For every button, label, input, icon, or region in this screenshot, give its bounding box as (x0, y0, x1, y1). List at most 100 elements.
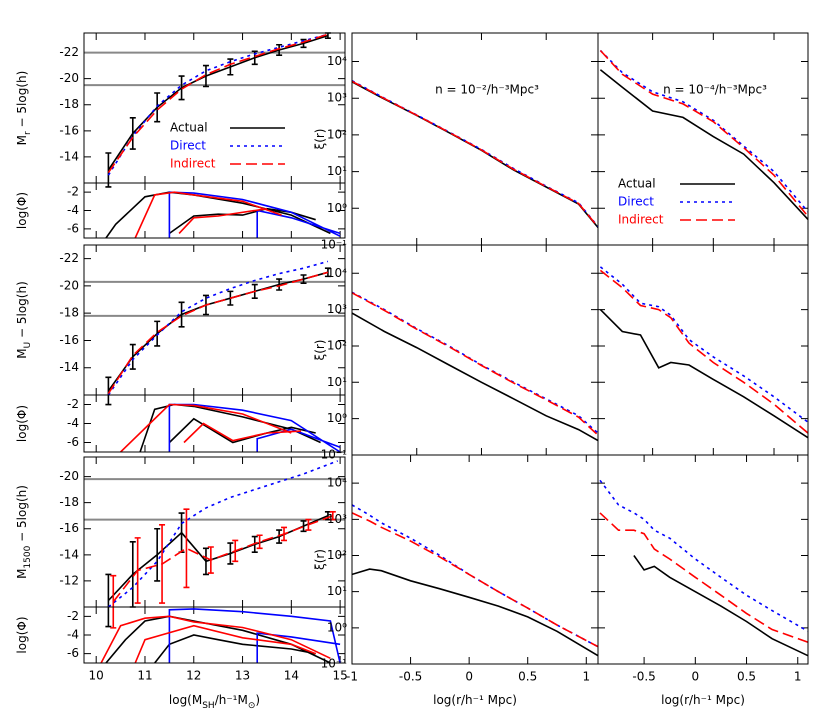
series-line (352, 512, 598, 648)
y-axis-label-part: − 5log(h) (15, 281, 29, 342)
error-bar (202, 64, 209, 88)
error-bar (300, 520, 307, 533)
y-tick-label: -20 (59, 469, 79, 483)
x-axis-label-part: log(r/h⁻¹ Mpc) (661, 693, 745, 707)
x-tick-label: 0.5 (737, 670, 756, 684)
series-line (352, 292, 598, 436)
y-axis-label-part: M (15, 569, 29, 579)
error-bar (300, 274, 307, 284)
y-axis-label: log(Φ) (15, 192, 29, 229)
y-axis-label-part: log(Φ) (15, 616, 29, 653)
y-axis-label: log(Φ) (15, 616, 29, 653)
panel: -22 -20 -18 -16 -14 Actual Direct Indirect (59, 32, 346, 188)
series-line (599, 69, 808, 220)
y-axis-label-part: 1500 (23, 545, 33, 568)
error-bar (105, 573, 112, 628)
y-tick-label: 10³ (327, 91, 347, 105)
y-tick-label: 10⁻¹ (321, 657, 348, 671)
x-axis-label: log(MSH/h⁻¹M⊙) (169, 693, 260, 711)
y-tick-label: 10⁰ (327, 411, 347, 425)
y-axis-label: log(Φ) (15, 405, 29, 442)
error-bar (324, 267, 331, 278)
x-axis-label-part: log(M (169, 693, 202, 707)
panel: -6 -4 -2 (67, 394, 346, 453)
x-axis-label-part: SH (202, 701, 214, 711)
error-bar (178, 75, 185, 101)
error-bar (154, 320, 161, 347)
y-axis-label-part: ξ(r) (313, 549, 327, 570)
series-line (107, 34, 329, 171)
y-tick-label: 10¹ (327, 375, 347, 389)
y-axis-label-part: − 5log(h) (15, 71, 29, 132)
y-tick-label: -18 (59, 306, 79, 320)
x-axis-label-part: ⊙ (248, 701, 256, 711)
y-axis-label-part: M (15, 348, 29, 358)
x-tick-label: -1 (346, 670, 358, 684)
y-axis-label-part: ξ(r) (313, 129, 327, 150)
y-tick-label: 10⁴ (327, 476, 347, 490)
error-bar (178, 301, 185, 328)
series-line (352, 312, 598, 442)
y-tick-label: -18 (59, 97, 79, 111)
y-tick-label: -16 (59, 123, 79, 137)
y-tick-label: 10² (327, 127, 347, 141)
y-tick-label: 10³ (327, 302, 347, 316)
x-tick-label: 1 (794, 670, 802, 684)
series-line (107, 33, 329, 174)
error-bar (105, 152, 112, 188)
error-bar (227, 58, 234, 76)
error-bar (276, 278, 283, 291)
y-tick-label: -6 (67, 221, 79, 235)
y-tick-label: -16 (59, 333, 79, 347)
x-tick-label: 1 (582, 670, 590, 684)
panel-frame (83, 182, 346, 239)
error-bar (276, 43, 283, 56)
y-tick-label: -6 (67, 646, 79, 660)
error-bar (110, 574, 117, 629)
error-bar (159, 524, 166, 604)
error-bar (276, 529, 283, 544)
error-bar (105, 376, 112, 406)
series-line (633, 555, 808, 657)
x-tick-label: 0 (691, 670, 699, 684)
y-tick-label: -14 (59, 149, 79, 163)
panel: -6 -4 -2 (67, 182, 346, 239)
x-tick-label: 14 (284, 669, 299, 683)
error-bar (207, 546, 214, 574)
series-line (352, 80, 598, 228)
panel: 10⁻¹ 10⁰ 10¹ 10² 10³ 10⁴ -1 -0.5 0 0.5 1 (321, 454, 599, 684)
y-tick-label: -20 (59, 71, 79, 85)
legend-label: Actual (618, 177, 656, 191)
x-tick-label: 0 (465, 670, 473, 684)
y-tick-label: -2 (67, 185, 79, 199)
error-bar (329, 510, 336, 521)
x-tick-label: 0.5 (518, 670, 537, 684)
y-tick-label: 10¹ (327, 584, 347, 598)
x-tick-label: 15 (332, 669, 347, 683)
x-tick-label: 12 (186, 669, 201, 683)
x-axis-label-part: /h⁻¹M (215, 693, 248, 707)
error-bar (154, 527, 161, 582)
y-axis-label-part: log(Φ) (15, 405, 29, 442)
panel: -20 -18 -16 -14 -12 (59, 456, 346, 629)
panel: n = 10⁻⁴/h⁻³Mpc³ Actual Direct Indirect (597, 32, 809, 246)
x-tick-label: -0.5 (632, 670, 655, 684)
series-line (120, 403, 302, 452)
y-tick-label: 10² (327, 548, 347, 562)
y-tick-label: -2 (67, 609, 79, 623)
y-tick-label: -14 (59, 547, 79, 561)
x-axis-label-part: log(r/h⁻¹ Mpc) (433, 693, 517, 707)
error-bar (134, 537, 141, 604)
error-bar (129, 116, 136, 150)
x-tick-label: -0.5 (399, 670, 422, 684)
x-axis-label-part: ) (255, 693, 260, 707)
x-tick-label: 10 (89, 669, 104, 683)
series-line (168, 191, 341, 238)
error-bar (281, 526, 288, 542)
y-tick-label: 10⁰ (327, 620, 347, 634)
annotation: n = 10⁻²/h⁻³Mpc³ (435, 83, 539, 97)
series-line (107, 460, 338, 607)
y-axis-label: ξ(r) (313, 129, 327, 150)
